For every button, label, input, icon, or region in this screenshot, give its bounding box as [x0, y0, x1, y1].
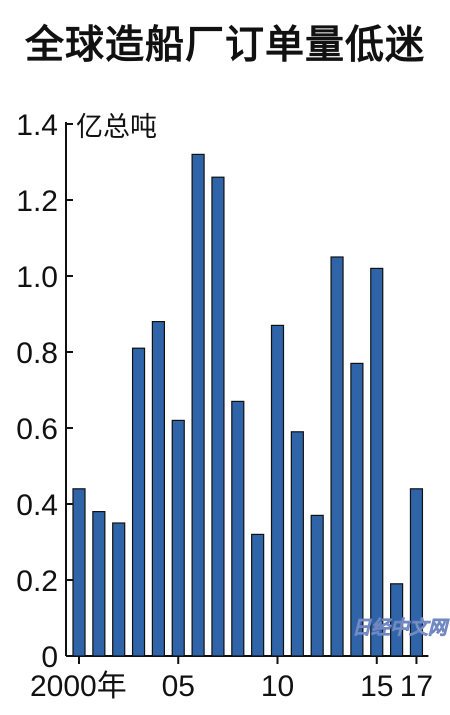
bar-2002 [112, 522, 126, 657]
bar-2012 [310, 514, 324, 657]
y-tick-label: 1.0 [16, 261, 58, 294]
x-tick-label: 05 [162, 670, 195, 703]
bar-2014 [350, 362, 364, 657]
bar-2005 [171, 419, 185, 657]
bar-2003 [131, 347, 146, 657]
x-axis: 2000年 05 10 15 17 [30, 655, 433, 703]
x-tick-label: 2000年 [30, 670, 127, 703]
bar-2011 [290, 431, 304, 657]
bar-2004 [151, 321, 165, 657]
bar-2001 [92, 511, 106, 657]
y-axis: 0 0.2 0.4 0.6 0.8 1.0 1.2 1.4 [16, 109, 73, 674]
y-axis-unit-label: 亿总吨 [76, 112, 157, 143]
bar-2015 [370, 267, 384, 657]
y-tick-label: 0.8 [16, 337, 58, 370]
x-tick-label: 15 [360, 670, 393, 703]
y-tick-label: 0.6 [16, 413, 58, 446]
x-tick-label: 17 [400, 670, 433, 703]
watermark-logo: 日经中文网 [352, 617, 450, 639]
y-tick-label: 1.4 [16, 109, 58, 142]
bar-2007 [211, 176, 225, 657]
bar-2017 [409, 488, 424, 657]
y-tick-label: 0 [41, 641, 58, 674]
bar-2008 [231, 400, 245, 657]
bar-2016 [390, 583, 404, 657]
bar-2006 [191, 153, 205, 657]
bars [72, 153, 424, 657]
y-tick-label: 1.2 [16, 185, 58, 218]
y-tick-label: 0.2 [16, 565, 58, 598]
bar-2009 [251, 533, 265, 657]
chart-title: 全球造船厂订单量低迷 [24, 23, 425, 68]
bar-2000 [72, 488, 86, 657]
bar-2013 [330, 256, 344, 657]
bar-2010 [270, 324, 285, 657]
x-tick-label: 10 [261, 670, 294, 703]
y-tick-label: 0.4 [16, 489, 58, 522]
